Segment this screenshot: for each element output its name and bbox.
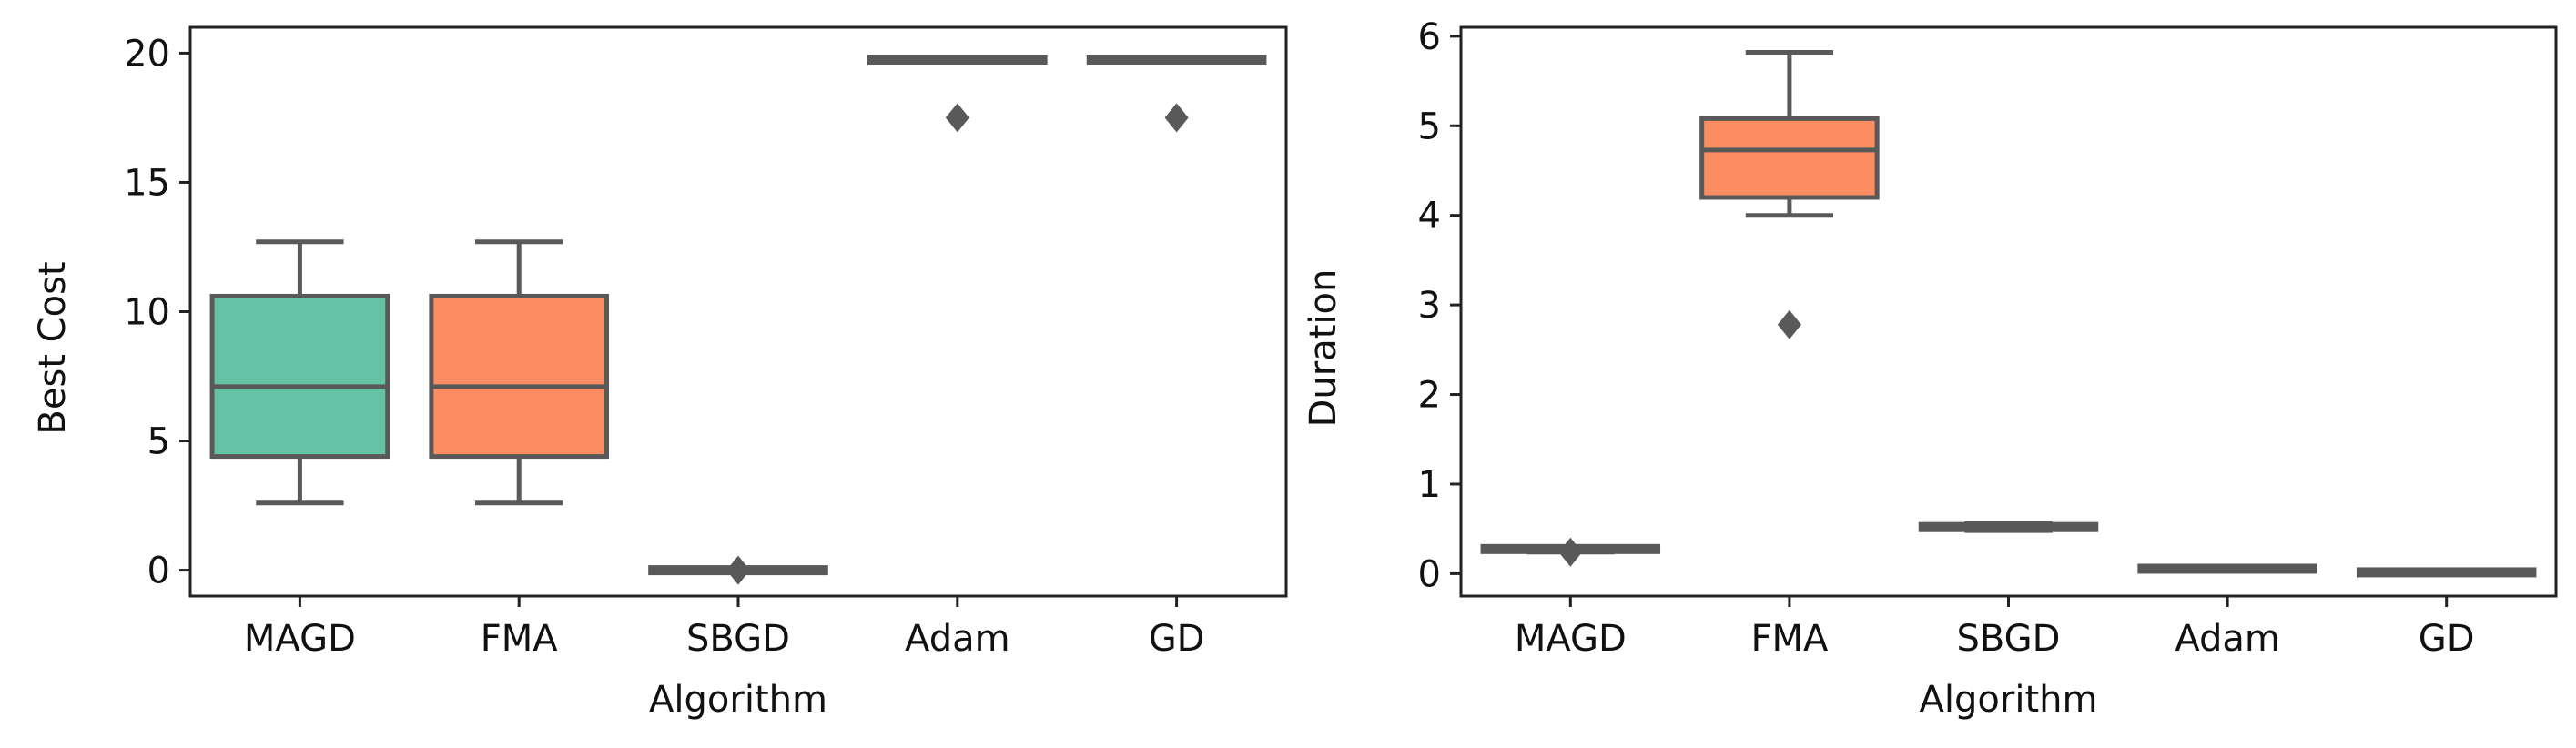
box-magd — [209, 239, 390, 506]
chart-panel-2: 0 1 2 3 4 5 6 MAGD FMA SBGD Adam GD Algorithm Duratio… — [1303, 16, 2558, 721]
y-tick-label: 4 — [1418, 196, 1441, 238]
y-tick-label: 5 — [1418, 106, 1441, 147]
x-tick-label: MAGD — [244, 618, 356, 660]
y-tick-label: 10 — [124, 292, 170, 334]
x-tick-label: FMA — [1750, 618, 1829, 660]
x-tick-label: Adam — [905, 618, 1010, 660]
y-axis-label: Best Cost — [32, 261, 74, 434]
x-tick-label: FMA — [481, 618, 559, 660]
y-tick-label: 15 — [124, 162, 170, 204]
box-fma — [429, 239, 610, 506]
box-gd — [1086, 55, 1267, 133]
x-tick-label: SBGD — [1957, 618, 2061, 660]
x-tick-label: Adam — [2175, 618, 2280, 660]
x-axis-label: Algorithm — [1920, 679, 2098, 721]
chart-panel-1: 0 5 10 15 20 MAGD FMA SBGD Adam GD Algorithm Best C… — [32, 25, 1288, 721]
outlier-point — [1777, 309, 1801, 339]
box-body — [209, 293, 390, 460]
box-magd — [1480, 537, 1661, 567]
box-adam — [2137, 563, 2317, 574]
y-tick-label: 1 — [1418, 464, 1441, 506]
y-tick-label: 3 — [1418, 285, 1441, 327]
box-fma — [1699, 50, 1880, 339]
y-axis-label: Duration — [1303, 269, 1344, 428]
box-body — [429, 293, 610, 460]
y-tick-label: 5 — [147, 421, 170, 463]
plot-frame — [1459, 25, 2558, 598]
outlier-point — [1164, 103, 1189, 133]
box-sbgd — [648, 555, 828, 585]
box-sbgd — [1918, 521, 2099, 533]
box-adam — [867, 55, 1048, 133]
y-tick-label: 2 — [1418, 375, 1441, 417]
x-tick-label: SBGD — [686, 618, 790, 660]
y-tick-label: 0 — [1418, 553, 1441, 595]
x-tick-label: GD — [1149, 618, 1205, 660]
box-body — [1699, 116, 1880, 200]
outlier-point — [1558, 537, 1583, 567]
y-tick-label: 0 — [147, 551, 170, 592]
y-tick-label: 6 — [1418, 16, 1441, 58]
y-tick-label: 20 — [124, 33, 170, 75]
x-tick-label: GD — [2419, 618, 2475, 660]
outlier-point — [945, 103, 969, 133]
outlier-point — [726, 555, 750, 585]
x-axis-label: Algorithm — [649, 679, 827, 721]
box-gd — [2356, 567, 2537, 578]
x-tick-label: MAGD — [1515, 618, 1627, 660]
